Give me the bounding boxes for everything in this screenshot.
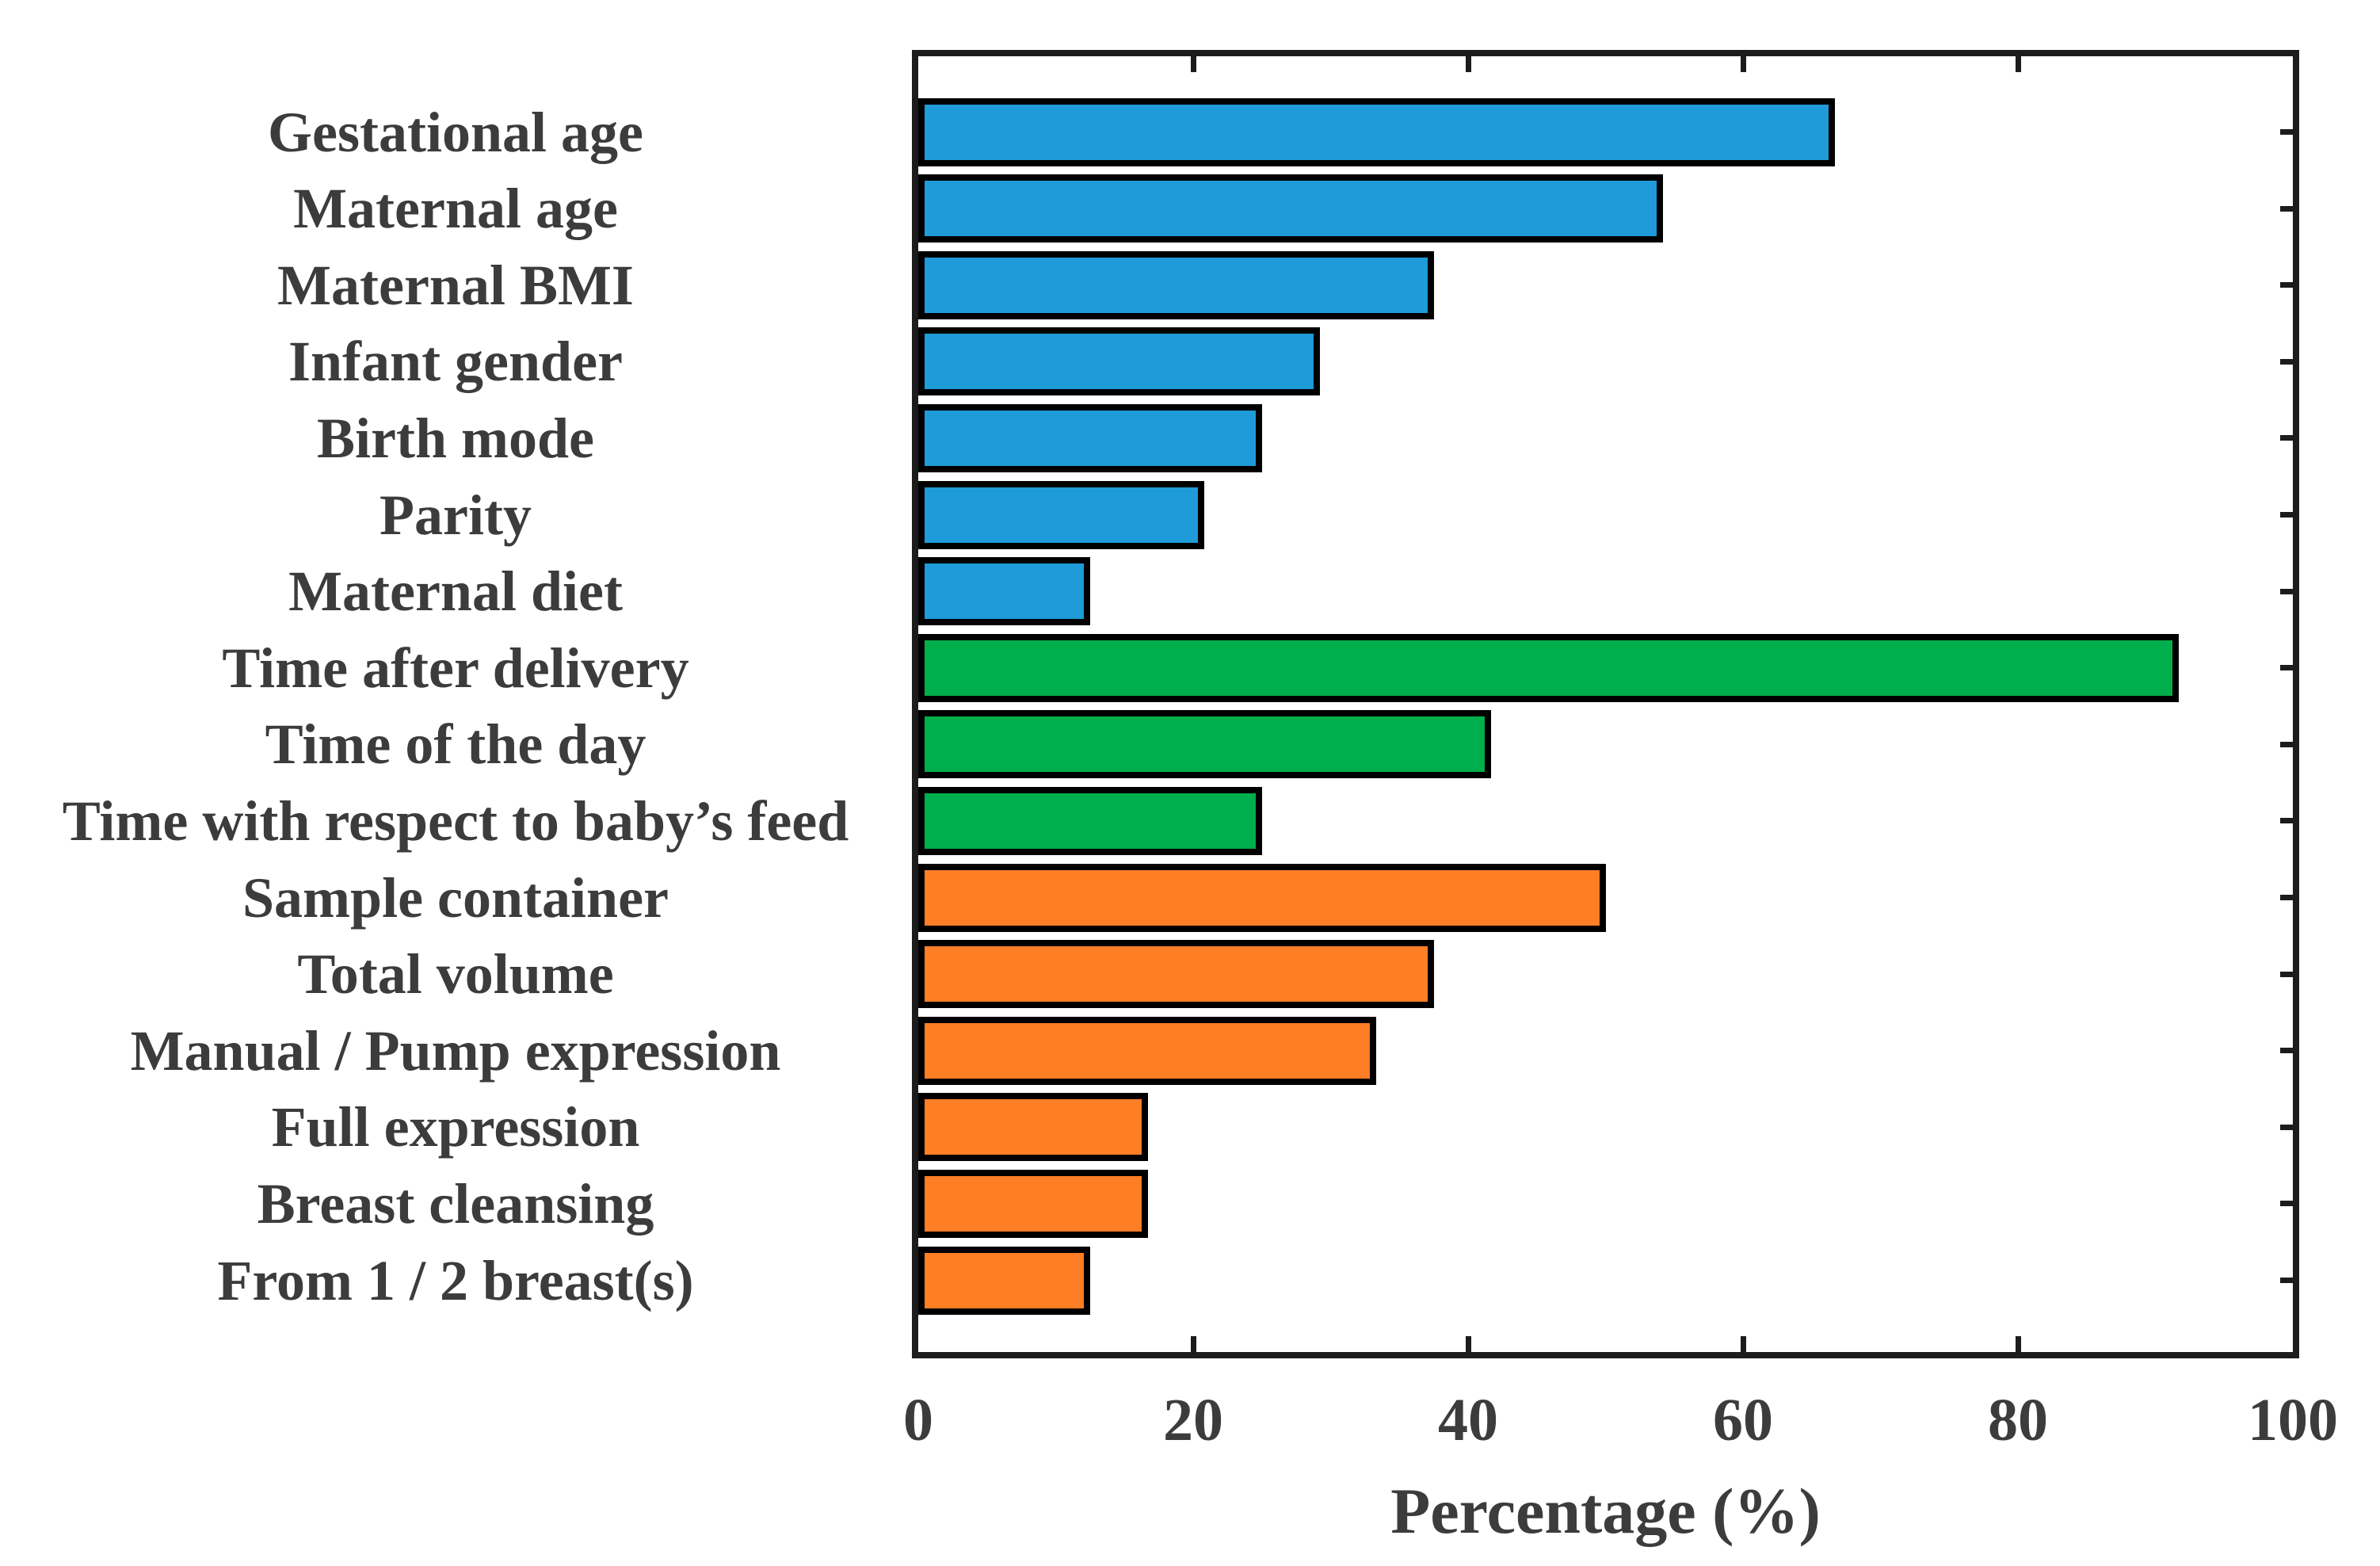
category-label: Maternal BMI [277,253,634,317]
category-label: Time with respect to baby’s feed [62,789,849,853]
x-tick-label: 40 [1438,1387,1498,1453]
y-tick-right [2280,971,2293,977]
bar-time-of-the-day [918,710,1491,779]
x-tick [1465,1336,1471,1352]
category-label: Parity [380,483,532,547]
category-label: Gestational age [268,100,643,164]
y-tick-right [2280,895,2293,900]
x-axis-title: Percentage (%) [1390,1475,1821,1547]
bar-maternal-age [918,174,1663,243]
x-tick-label: 20 [1163,1387,1223,1453]
y-tick-right [2280,1278,2293,1283]
x-tick [1740,1336,1746,1352]
bar-maternal-bmi [918,250,1434,319]
x-tick [1190,56,1196,72]
bar-sample-container [918,863,1606,932]
category-label: From 1 / 2 breast(s) [217,1248,694,1312]
plot-area [912,50,2299,1358]
category-label: Maternal diet [288,560,623,624]
x-tick-label: 0 [903,1387,933,1453]
x-tick [1740,56,1746,72]
x-tick [1465,56,1471,72]
bar-total-volume [918,940,1434,1009]
y-tick-right [2280,741,2293,747]
category-label: Time after delivery [222,636,689,700]
y-tick-right [2280,358,2293,365]
category-label: Full expression [271,1095,640,1159]
x-tick-label: 100 [2248,1387,2338,1453]
y-tick-right [2280,1201,2293,1207]
bar-time-with-respect-to-baby-s-feed [918,786,1262,855]
bar-infant-gender [918,327,1320,396]
y-tick-right [2280,205,2293,212]
bar-time-after-delivery [918,633,2179,702]
y-tick-right [2280,1124,2293,1130]
x-tick [1190,1336,1196,1352]
bar-full-expression [918,1093,1148,1162]
y-tick-right [2280,435,2293,441]
category-label: Birth mode [317,406,594,470]
y-tick-right [2280,588,2293,594]
x-tick-label: 80 [1988,1387,2048,1453]
x-tick [2015,56,2021,72]
bar-manual-pump-expression [918,1016,1376,1085]
y-tick-right [2280,512,2293,518]
y-tick-right [2280,818,2293,824]
bar-gestational-age [918,97,1835,166]
category-label: Time of the day [265,712,646,777]
category-label: Infant gender [288,330,623,394]
bar-breast-cleansing [918,1169,1148,1238]
bar-from-1-2-breast-s [918,1246,1090,1315]
x-tick [2015,1336,2021,1352]
category-label: Total volume [297,942,614,1006]
y-tick-right [2280,665,2293,671]
category-label: Sample container [242,865,669,930]
bar-parity [918,480,1204,549]
category-label: Maternal age [293,177,618,241]
bar-birth-mode [918,403,1262,472]
category-label: Manual / Pump expression [130,1018,781,1083]
y-tick-right [2280,282,2293,288]
category-label: Breast cleansing [257,1171,654,1236]
y-tick-right [2280,1048,2293,1054]
bar-maternal-diet [918,557,1090,626]
y-tick-right [2280,129,2293,135]
x-tick-label: 60 [1713,1387,1773,1453]
